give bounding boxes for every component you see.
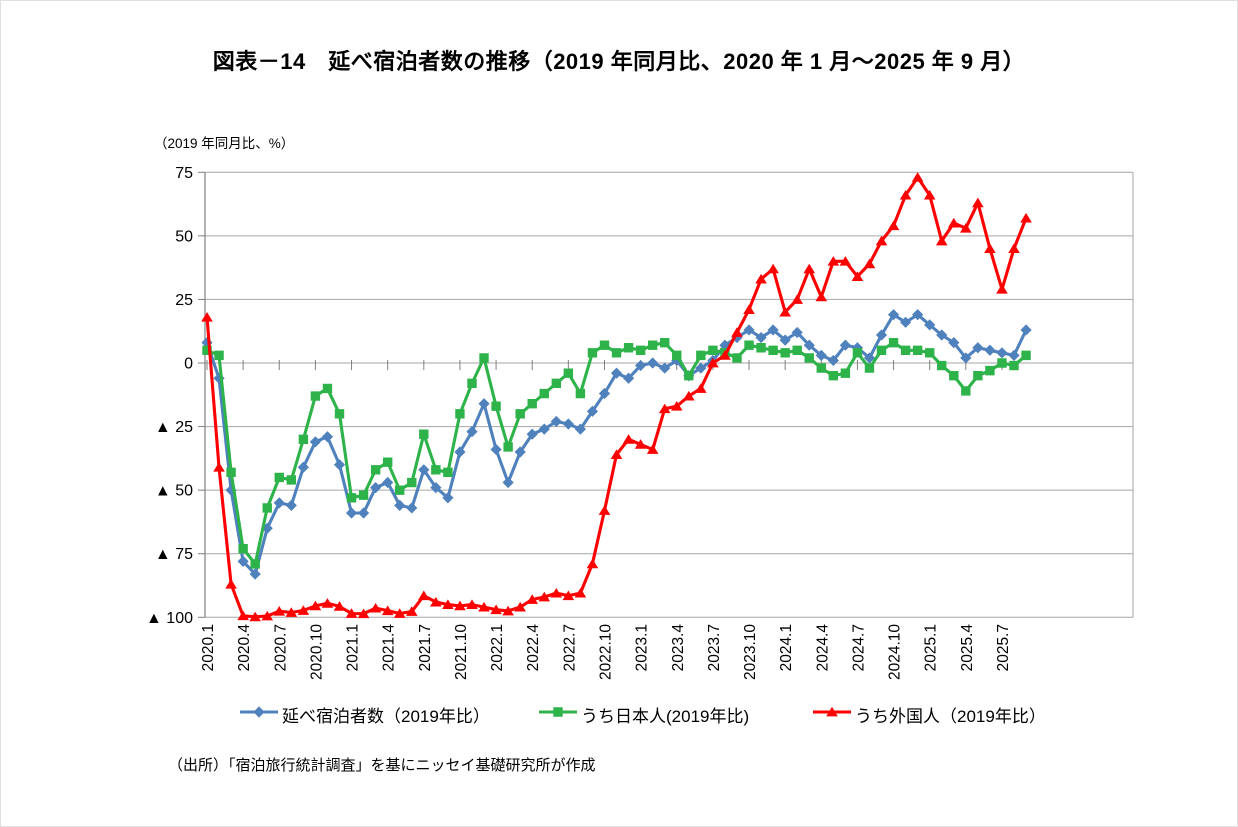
svg-text:2022.1: 2022.1 bbox=[489, 624, 506, 671]
square-marker-icon bbox=[538, 705, 578, 724]
svg-text:2020.1: 2020.1 bbox=[200, 624, 217, 671]
svg-text:2021.10: 2021.10 bbox=[453, 624, 470, 680]
diamond-marker-icon bbox=[239, 705, 279, 724]
svg-text:2020.7: 2020.7 bbox=[272, 624, 289, 671]
svg-text:2024.10: 2024.10 bbox=[887, 624, 904, 680]
svg-text:2021.1: 2021.1 bbox=[345, 624, 362, 671]
svg-text:2023.10: 2023.10 bbox=[742, 624, 759, 680]
y-axis-unit-label: （2019 年同月比、%） bbox=[154, 136, 295, 151]
svg-text:▲ 25: ▲ 25 bbox=[155, 419, 193, 436]
svg-text:50: 50 bbox=[175, 228, 193, 245]
chart-title: 図表－14 延べ宿泊者数の推移（2019 年同月比、2020 年 1 月～202… bbox=[212, 49, 1026, 74]
svg-text:2025.4: 2025.4 bbox=[959, 624, 976, 672]
svg-text:▲ 75: ▲ 75 bbox=[155, 546, 193, 563]
svg-text:▲ 50: ▲ 50 bbox=[155, 483, 193, 500]
svg-text:2023.7: 2023.7 bbox=[706, 624, 723, 671]
legend-label: うち外国人（2019年比） bbox=[855, 706, 1046, 726]
svg-text:2020.4: 2020.4 bbox=[236, 624, 253, 672]
legend-item-foreign: うち外国人（2019年比） bbox=[812, 701, 1046, 727]
chart-legend: 延べ宿泊者数（2019年比） うち日本人(2019年比) うち外国人（2019年… bbox=[0, 701, 1238, 731]
svg-text:2023.1: 2023.1 bbox=[634, 624, 651, 671]
svg-text:2024.7: 2024.7 bbox=[850, 624, 867, 671]
legend-label: うち日本人(2019年比) bbox=[581, 706, 750, 726]
svg-text:2024.1: 2024.1 bbox=[778, 624, 795, 671]
triangle-marker-icon bbox=[812, 705, 852, 724]
legend-item-japanese: うち日本人(2019年比) bbox=[538, 701, 749, 727]
svg-text:2022.7: 2022.7 bbox=[561, 624, 578, 671]
svg-text:0: 0 bbox=[184, 356, 193, 373]
svg-text:2021.7: 2021.7 bbox=[417, 624, 434, 671]
svg-text:25: 25 bbox=[175, 292, 193, 309]
svg-text:75: 75 bbox=[175, 165, 193, 182]
source-note: （出所）「宿泊旅行統計調査」を基にニッセイ基礎研究所が作成 bbox=[168, 757, 596, 774]
legend-label: 延べ宿泊者数（2019年比） bbox=[282, 706, 490, 726]
svg-text:2025.7: 2025.7 bbox=[995, 624, 1012, 671]
svg-text:▲ 100: ▲ 100 bbox=[146, 610, 193, 627]
svg-text:2021.4: 2021.4 bbox=[381, 624, 398, 672]
legend-item-total: 延べ宿泊者数（2019年比） bbox=[239, 701, 490, 727]
svg-text:2022.4: 2022.4 bbox=[525, 624, 542, 672]
svg-text:2025.1: 2025.1 bbox=[923, 624, 940, 671]
svg-text:2020.10: 2020.10 bbox=[308, 624, 325, 680]
svg-text:2023.4: 2023.4 bbox=[670, 624, 687, 672]
svg-text:2022.10: 2022.10 bbox=[597, 624, 614, 680]
svg-text:2024.4: 2024.4 bbox=[814, 624, 831, 672]
